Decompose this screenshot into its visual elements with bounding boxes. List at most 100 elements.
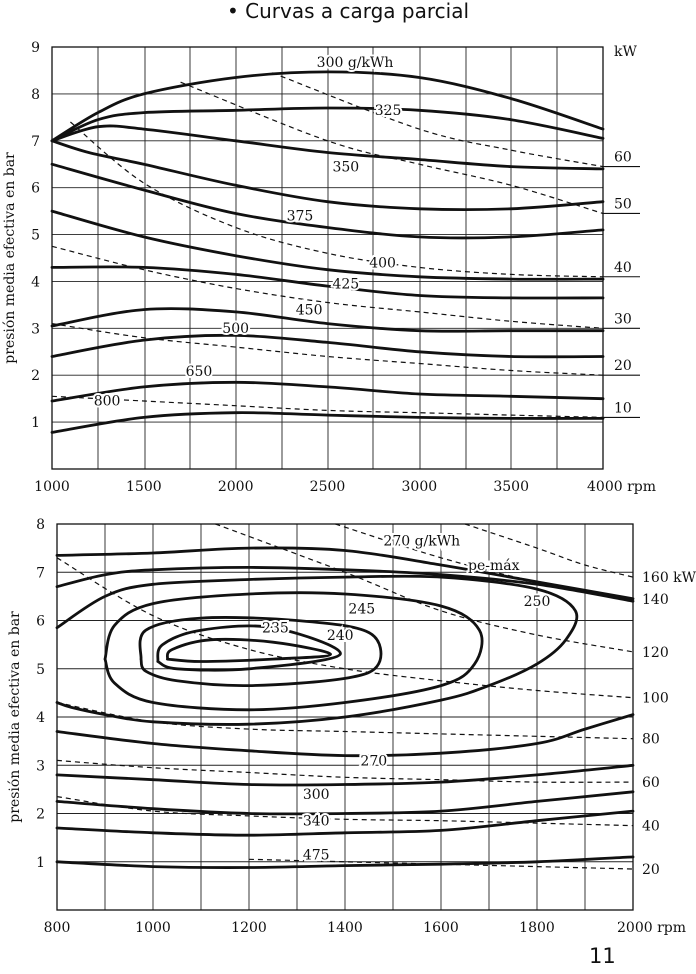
page-number: 11 [589,944,616,968]
y-tick-label: 6 [31,181,40,197]
power-lines [51,72,604,418]
curve-240 [138,616,383,688]
x-tick-label: 1800 [519,920,555,936]
curve-unlabeled-10 [55,809,635,837]
power-line-160-kW [464,523,634,578]
curve-425 [50,209,605,281]
slide-title: • Curvas a carga parcial [226,0,470,23]
power-line-40 [70,121,604,278]
x-tick-label: 2000 [218,479,254,495]
power-tick-label: 60 [642,775,660,791]
x-tick-label: 1000 [135,920,171,936]
curve-label: 235 [262,621,289,637]
curve-235 [156,624,342,672]
curve-350 [50,124,605,171]
curve-label: 300 [303,787,330,803]
power-tick-label: 30 [614,311,632,327]
curve-450 [50,265,605,300]
y-tick-label: 4 [31,274,40,290]
x-tick-label: 2500 [310,479,346,495]
power-tick-label: 40 [642,819,660,835]
power-tick-label: 120 [642,645,669,661]
power-line-100 [56,557,634,699]
power-tick-label: 140 [642,592,669,608]
curve-250 [55,574,579,726]
power-axis-title: kW [614,44,637,60]
power-line-60 [56,759,634,783]
curve-label: 475 [303,847,330,863]
x-tick-label: 800 [44,920,71,936]
curve-label: 245 [348,601,375,617]
curve-label: 350 [332,159,359,175]
curve-label: 500 [222,321,249,337]
power-line-40 [56,796,634,827]
curve-475 [55,855,635,869]
x-tick-label: 4000 rpm [587,479,656,495]
curve-300 [55,763,635,787]
curve-650 [50,333,605,359]
power-line-30 [51,245,604,329]
y-axis-title: presión media efectiva en bar [2,152,18,364]
x-tick-label: 1500 [126,479,162,495]
y-tick-label: 4 [36,710,45,726]
y-tick-label: 7 [31,134,40,150]
y-tick-label: 7 [36,565,45,581]
x-tick-label: 1000 [34,479,70,495]
power-lines [56,523,634,870]
y-tick-label: 6 [36,614,45,630]
curve-label: 270 g/kWh [383,534,460,550]
y-tick-label: 3 [36,758,45,774]
x-tick-label: 3500 [493,479,529,495]
curve-500 [50,307,605,333]
y-tick-label: 5 [36,662,45,678]
power-line-10 [51,395,604,418]
y-tick-label: 3 [31,321,40,337]
x-tick-label: 1400 [327,920,363,936]
power-line-20 [51,323,604,376]
curve-label: 400 [369,255,396,271]
power-tick-label: 160 kW [642,570,696,586]
curve-unlabeled-6 [165,637,332,663]
curve-400 [50,162,605,240]
power-tick-label: 10 [614,400,632,416]
curve-375 [50,139,605,212]
consumption-curves [55,546,635,869]
x-tick-label: 1200 [231,920,267,936]
curve-label: 270 [360,753,387,769]
curve-unlabeled-10 [50,411,605,434]
curve-270 [55,713,635,758]
curve-label: 340 [303,814,330,830]
x-tick-label: 2000 rpm [617,920,686,936]
plot-frame [56,523,634,911]
y-tick-label: 1 [31,415,40,431]
curve-label: 300 g/kWh [317,55,394,71]
curve-label: 425 [332,276,359,292]
curve-label: 450 [296,302,323,318]
power-line-60 [272,72,604,168]
curve-pe-m-x [55,546,635,601]
curve-label: 375 [287,208,314,224]
power-tick-label: 100 [642,691,669,707]
y-tick-label: 2 [31,368,40,384]
power-tick-label: 50 [614,196,632,212]
power-tick-label: 80 [642,732,660,748]
curve-label: 800 [94,394,121,410]
curve-340 [55,790,635,816]
power-tick-label: 20 [614,358,632,374]
y-tick-label: 9 [31,40,40,56]
power-tick-label: 20 [642,862,660,878]
curve-label: 325 [375,103,402,119]
curve-270-g-kWh [55,566,635,603]
consumption-curves [50,70,605,434]
power-tick-label: 60 [614,150,632,166]
y-tick-label: 8 [36,517,45,533]
y-tick-label: 8 [31,87,40,103]
y-axis-title: presión media efectiva en bar [7,611,23,823]
curve-800 [50,380,605,403]
power-line-80 [56,701,634,740]
power-tick-label: 40 [614,260,632,276]
curve-label: 240 [327,628,354,644]
curve-label: pe-máx [468,558,520,574]
plot-frame [51,46,604,470]
